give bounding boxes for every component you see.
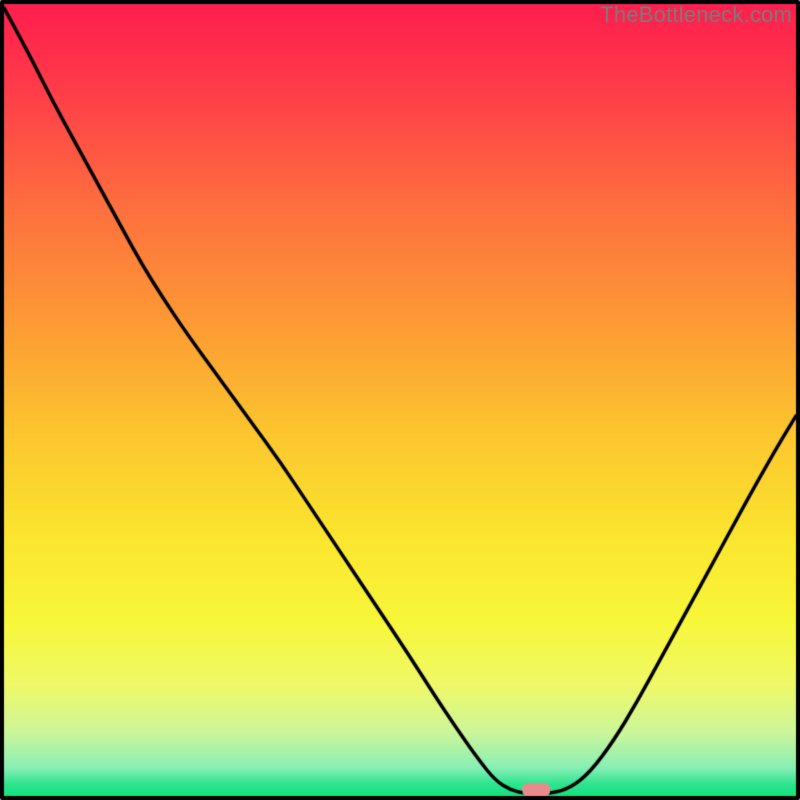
chart-container: TheBottleneck.com <box>0 0 800 800</box>
watermark-text: TheBottleneck.com <box>600 2 792 28</box>
bottleneck-heatmap-chart <box>0 0 800 800</box>
